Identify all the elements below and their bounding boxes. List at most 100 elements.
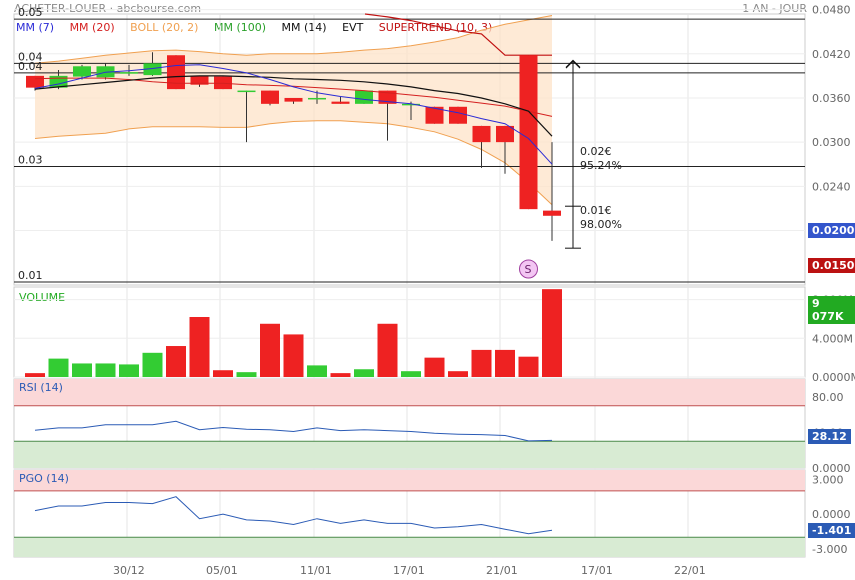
legend-ma7[interactable]: MM (7) bbox=[16, 21, 55, 34]
ma14-line bbox=[34, 75, 553, 137]
volume-bar bbox=[260, 323, 280, 377]
sell-signal-label: S bbox=[525, 263, 532, 276]
candle-body bbox=[49, 75, 68, 88]
candle-body bbox=[143, 63, 162, 76]
volume-bar bbox=[95, 363, 116, 377]
ma20-line bbox=[34, 77, 553, 117]
rsi-oversold-zone bbox=[14, 441, 805, 468]
chart-source-title: ACHETER-LOUER · abcbourse.com bbox=[14, 2, 202, 15]
legend-ma14[interactable]: MM (14) bbox=[281, 21, 327, 34]
candle-body bbox=[261, 90, 279, 104]
volume-bar bbox=[307, 365, 327, 377]
candle-body bbox=[308, 97, 326, 100]
volume-bar bbox=[166, 346, 186, 377]
x-tick-label: 17/01 bbox=[581, 564, 613, 577]
rsi-last-badge: 28.12 bbox=[808, 429, 851, 444]
volume-bar bbox=[377, 323, 398, 377]
volume-bar bbox=[424, 357, 445, 377]
price-y-tick: 0.0480 bbox=[812, 4, 851, 17]
pgo-last-badge: -1.401 bbox=[808, 523, 855, 538]
pgo-oversold-zone bbox=[14, 537, 805, 557]
period-label[interactable]: 1 AN - JOUR bbox=[742, 2, 807, 15]
candle-body bbox=[519, 55, 538, 210]
last-price-badge: 0.0200 bbox=[808, 223, 855, 238]
sell-signal-marker bbox=[519, 259, 538, 279]
volume-bar bbox=[495, 349, 515, 377]
candle-body bbox=[167, 55, 185, 90]
level-label: 0.05 bbox=[18, 6, 43, 19]
volume-bar bbox=[119, 364, 139, 377]
rsi-y-tick: 0.0000 bbox=[812, 462, 851, 475]
volume-bar bbox=[354, 369, 374, 377]
volume-last-badge: 9 077K bbox=[808, 296, 855, 324]
pgo-y-tick: 0.0000 bbox=[812, 508, 851, 521]
x-tick-label: 17/01 bbox=[393, 564, 425, 577]
volume-bar bbox=[401, 371, 421, 377]
volume-bar bbox=[330, 373, 351, 377]
x-tick-label: 11/01 bbox=[300, 564, 332, 577]
price-y-tick: 0.0300 bbox=[812, 136, 851, 149]
candle-body bbox=[73, 66, 91, 77]
volume-y-tick: 4.000M bbox=[812, 332, 853, 345]
supertrend-line bbox=[364, 13, 552, 56]
candle-body bbox=[472, 125, 491, 143]
candle-body bbox=[425, 106, 444, 124]
volume-title: VOLUME bbox=[19, 291, 65, 304]
candle-body bbox=[331, 101, 350, 104]
legend-ma20[interactable]: MM (20) bbox=[69, 21, 115, 34]
candle-body bbox=[402, 103, 420, 106]
candle-body bbox=[355, 90, 373, 104]
volume-bar bbox=[471, 349, 492, 377]
volume-bar bbox=[189, 317, 210, 377]
candle-body bbox=[543, 210, 561, 216]
bollinger-band bbox=[35, 15, 552, 205]
candle-body bbox=[496, 125, 514, 143]
pgo-y-tick: 3.000 bbox=[812, 473, 844, 486]
rsi-y-tick: 80.00 bbox=[812, 391, 844, 404]
level-label: 0.03 bbox=[18, 153, 43, 166]
measure-up-amount: 0.02€ bbox=[580, 145, 612, 158]
legend-ma100[interactable]: MM (100) bbox=[213, 21, 267, 34]
price-y-tick: 0.0420 bbox=[812, 48, 851, 61]
level-label: 0.01 bbox=[18, 269, 43, 282]
volume-bar bbox=[142, 352, 163, 377]
volume-y-tick: 0.0000M bbox=[812, 371, 855, 384]
pgo-y-tick: -3.000 bbox=[812, 543, 847, 556]
rsi-overbought-zone bbox=[14, 379, 805, 406]
candle-body bbox=[26, 75, 44, 88]
volume-bar bbox=[236, 372, 257, 377]
volume-bar bbox=[25, 373, 45, 377]
panel-frame bbox=[13, 13, 806, 286]
volume-bar bbox=[213, 370, 233, 377]
legend-evt[interactable]: EVT bbox=[342, 21, 364, 34]
pgo-line bbox=[34, 496, 553, 535]
x-tick-label: 30/12 bbox=[113, 564, 145, 577]
candle-body bbox=[120, 72, 138, 74]
volume-bar bbox=[283, 334, 304, 377]
panel-frame bbox=[13, 286, 806, 378]
x-tick-label: 22/01 bbox=[674, 564, 706, 577]
legend-boll[interactable]: BOLL (20, 2) bbox=[130, 21, 199, 34]
volume-bar bbox=[448, 371, 468, 377]
candle-body bbox=[190, 75, 209, 85]
volume-bar bbox=[518, 356, 539, 377]
volume-bar bbox=[72, 363, 92, 377]
measure-down-percent: 98.00% bbox=[580, 218, 622, 231]
rsi-line bbox=[34, 420, 553, 442]
measure-up-arrowhead bbox=[565, 59, 581, 68]
price-y-tick: 0.0360 bbox=[812, 92, 851, 105]
pgo-title: PGO (14) bbox=[19, 472, 69, 485]
pgo-overbought-zone bbox=[14, 470, 805, 491]
ma7-line bbox=[34, 64, 553, 165]
bollinger-upper-line bbox=[34, 15, 553, 64]
ref-price-badge: 0.0150 bbox=[808, 258, 855, 273]
level-label: 0.04 bbox=[18, 50, 43, 63]
bollinger-lower-line bbox=[34, 120, 553, 206]
candle-body bbox=[284, 97, 303, 102]
volume-bar bbox=[48, 358, 69, 377]
rsi-title: RSI (14) bbox=[19, 381, 63, 394]
candle-body bbox=[237, 90, 256, 93]
x-tick-label: 21/01 bbox=[486, 564, 518, 577]
candle-body bbox=[449, 106, 467, 124]
